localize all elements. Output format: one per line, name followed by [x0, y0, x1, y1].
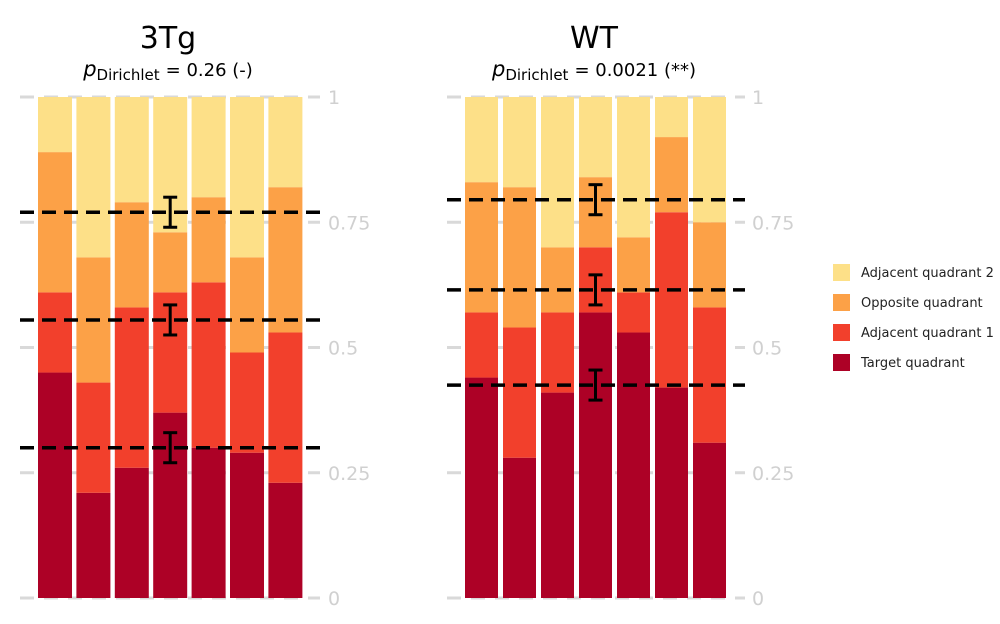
y-tick-label: 0: [328, 588, 340, 610]
bar-segment: [114, 97, 149, 203]
bar-segment: [503, 187, 536, 328]
bar-segment: [191, 197, 226, 283]
bar-segment: [465, 97, 498, 183]
bar-segment: [655, 97, 688, 138]
bar-segment: [191, 447, 226, 598]
bar-segment: [114, 202, 149, 308]
bar-segment: [617, 332, 650, 598]
bar-segment: [541, 247, 574, 313]
bar-segment: [268, 97, 303, 188]
bar-segment: [191, 282, 226, 448]
y-tick-label: 0.75: [752, 212, 794, 234]
bar-segment: [579, 97, 612, 178]
bar-segment: [268, 332, 303, 483]
bar-segment: [76, 492, 111, 598]
bar-segment: [503, 327, 536, 458]
bar-segment: [617, 237, 650, 293]
bar-segment: [617, 97, 650, 238]
y-tick-label: 0.75: [328, 212, 370, 234]
bar-segment: [153, 232, 188, 293]
bar-segment: [230, 352, 264, 453]
y-tick-label: 0.25: [752, 463, 794, 485]
legend-swatch: [833, 354, 850, 371]
bar-segment: [76, 382, 111, 493]
legend-swatch: [833, 264, 850, 281]
bar-segment: [38, 152, 72, 293]
legend-label: Adjacent quadrant 2: [861, 266, 994, 281]
bar-segment: [655, 212, 688, 388]
y-tick-label: 0.5: [752, 338, 782, 360]
y-tick-label: 1: [328, 87, 340, 109]
bar-segment: [38, 97, 72, 153]
panel-title: WT: [570, 21, 619, 56]
bar-segment: [617, 292, 650, 333]
bar-segment: [465, 312, 498, 378]
panel-title: 3Tg: [140, 21, 196, 56]
y-tick-label: 0.25: [328, 463, 370, 485]
bar-segment: [579, 312, 612, 598]
bar-segment: [693, 97, 726, 223]
legend-label: Opposite quadrant: [861, 296, 983, 311]
bar-segment: [693, 307, 726, 443]
bar-segment: [655, 387, 688, 598]
bar-segment: [230, 452, 264, 598]
bar-segment: [114, 307, 149, 468]
legend-label: Adjacent quadrant 1: [861, 326, 994, 341]
bar-segment: [541, 312, 574, 393]
bar-segment: [114, 467, 149, 598]
bar-segment: [465, 182, 498, 313]
bar-segment: [191, 97, 226, 198]
bar-segment: [38, 372, 72, 598]
bar-segment: [541, 392, 574, 598]
bar-segment: [268, 482, 303, 598]
panel-subtitle: pDirichlet = 0.26 (-): [82, 57, 253, 84]
bar-segment: [230, 97, 264, 258]
bar-segment: [693, 442, 726, 598]
bar-segment: [503, 457, 536, 598]
bar-segment: [693, 222, 726, 308]
bar-segment: [38, 292, 72, 373]
bar-segment: [503, 97, 536, 188]
legend-swatch: [833, 294, 850, 311]
bar-segment: [541, 97, 574, 248]
panel-subtitle: pDirichlet = 0.0021 (**): [491, 57, 696, 84]
legend: Adjacent quadrant 2 Opposite quadrant Adja…: [833, 264, 994, 371]
legend-swatch: [833, 324, 850, 341]
y-tick-label: 1: [752, 87, 764, 109]
bar-segment: [76, 97, 111, 258]
bar-segment: [230, 257, 264, 353]
y-tick-label: 0.5: [328, 338, 358, 360]
bar-segment: [268, 187, 303, 333]
y-tick-label: 0: [752, 588, 764, 610]
legend-label: Target quadrant: [860, 356, 965, 371]
bar-segment: [465, 377, 498, 598]
